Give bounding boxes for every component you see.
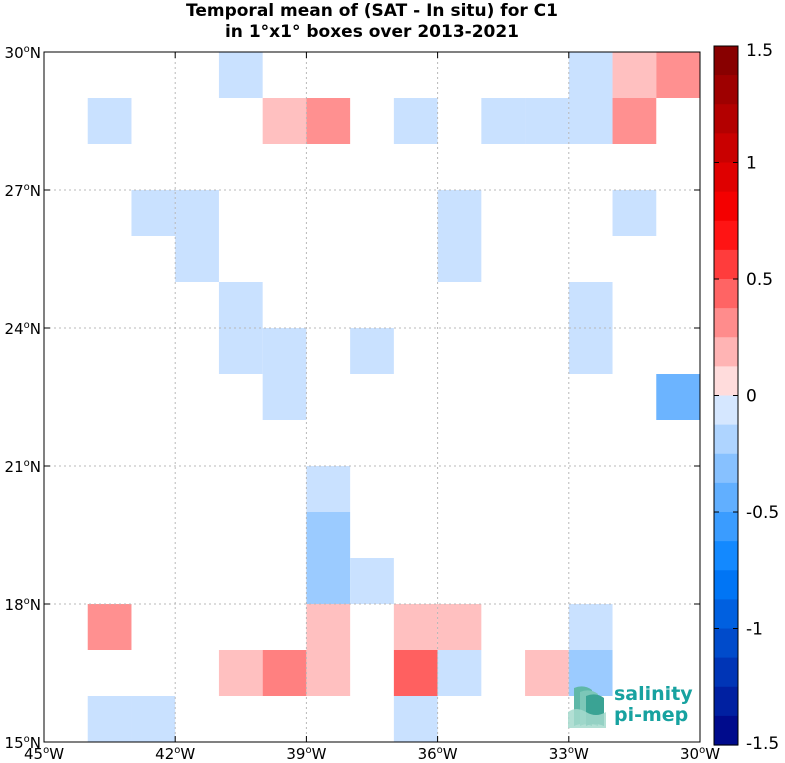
data-cell [437, 236, 482, 282]
data-cell [568, 52, 613, 98]
salinity-pi-mep-logo: salinity pi-mep [566, 682, 696, 732]
x-tick-label: 33oW [549, 745, 589, 763]
data-cell [131, 696, 176, 742]
y-tick-label: 21oN [5, 458, 41, 476]
y-tick-label: 15oN [5, 734, 41, 752]
data-cell [218, 328, 263, 374]
colorbar-segment [714, 570, 738, 600]
x-tick-label: 36oW [418, 745, 458, 763]
data-cell [175, 190, 219, 236]
data-cell [262, 650, 307, 696]
colorbar-tick-label: -0.5 [746, 503, 779, 523]
data-cell [393, 696, 438, 742]
data-cell [656, 374, 700, 420]
logo-text-pi-mep: pi-mep [614, 704, 689, 726]
colorbar-segment [714, 686, 738, 717]
x-tick-label: 39oW [286, 745, 326, 763]
colorbar-tick-label: -1 [746, 620, 763, 640]
colorbar-segment [714, 337, 738, 367]
data-cell [568, 98, 613, 144]
data-cell [350, 328, 394, 374]
data-cell [525, 650, 569, 696]
axis-layer: 45oW 42oW 39oW 36oW 33oW 30oW 15oN 18oN 21oN 24oN… [5, 44, 721, 763]
colorbar-tick-label: 0.5 [746, 270, 773, 290]
data-cell [306, 512, 351, 558]
colorbar-segment [714, 657, 738, 688]
colorbar-segment [714, 220, 738, 251]
logo-text-salinity: salinity [614, 683, 693, 705]
colorbar-tick-label: 1.5 [746, 41, 773, 61]
colorbar-segment [714, 308, 738, 338]
colorbar-segment [714, 541, 738, 571]
colorbar-segment [714, 133, 738, 164]
data-cell [393, 604, 438, 650]
plot-frame [43, 51, 701, 743]
colorbar-segment [714, 162, 738, 193]
y-tick-label: 18oN [5, 596, 41, 614]
data-cell [306, 558, 351, 604]
colorbar-segment [714, 104, 738, 134]
colorbar-segment [714, 366, 738, 397]
colorbar-tick-label: 1 [746, 154, 757, 174]
y-tick-label: 27oN [5, 182, 41, 200]
data-cell [612, 52, 657, 98]
data-cell [350, 558, 394, 604]
data-cell [262, 328, 307, 374]
colorbar-tick-label: 0 [746, 387, 757, 407]
data-cell [306, 98, 351, 144]
colorbar-segment [714, 512, 738, 542]
colorbar-segment [714, 395, 738, 426]
colorbar-segment [714, 628, 738, 659]
data-cell [262, 98, 307, 144]
data-cell [656, 52, 700, 98]
data-cell [481, 98, 526, 144]
chart-title: Temporal mean of (SAT - In situ) for C1 [186, 1, 558, 21]
data-cell [437, 604, 482, 650]
colorbar-segment [714, 249, 738, 280]
colorbar-segment [714, 599, 738, 630]
data-cell [87, 98, 132, 144]
colorbar-segment [714, 453, 738, 484]
cells-layer [87, 52, 700, 742]
data-cell [306, 650, 351, 696]
data-cell [393, 650, 438, 696]
data-cell [612, 190, 657, 236]
data-cell [568, 328, 613, 374]
wave-logo-icon [568, 686, 606, 728]
data-cell [525, 98, 569, 144]
data-cell [175, 236, 219, 282]
data-cell [568, 604, 613, 650]
data-cell [218, 282, 263, 328]
colorbar-segment [714, 715, 738, 746]
colorbar-tick-label: -1.5 [746, 734, 779, 754]
grid-layer [44, 52, 700, 742]
y-tick-label: 24oN [5, 320, 41, 338]
data-cell [437, 650, 482, 696]
colorbar-segment [714, 279, 738, 309]
data-cell [437, 190, 482, 236]
x-tick-label: 45oW [24, 745, 64, 763]
data-cell [612, 98, 657, 144]
x-tick-label: 30oW [680, 745, 720, 763]
data-cell [87, 696, 132, 742]
data-cell [218, 52, 263, 98]
data-cell [568, 282, 613, 328]
y-tick-label: 30oN [5, 44, 41, 62]
chart-subtitle: in 1°x1° boxes over 2013-2021 [224, 22, 520, 42]
colorbar-segment [714, 424, 738, 455]
data-cell [87, 604, 132, 650]
data-cell [393, 98, 438, 144]
data-cell [306, 604, 351, 650]
colorbar: 1.5 1 0.5 0 -0.5 -1 -1.5 [713, 41, 779, 754]
data-cell [131, 190, 176, 236]
colorbar-segment [714, 75, 738, 105]
colorbar-segment [714, 191, 738, 222]
colorbar-segment [714, 482, 738, 513]
colorbar-segment [714, 46, 738, 76]
data-cell [262, 374, 307, 420]
data-cell [218, 650, 263, 696]
x-tick-label: 42oW [155, 745, 195, 763]
data-cell [306, 466, 351, 512]
